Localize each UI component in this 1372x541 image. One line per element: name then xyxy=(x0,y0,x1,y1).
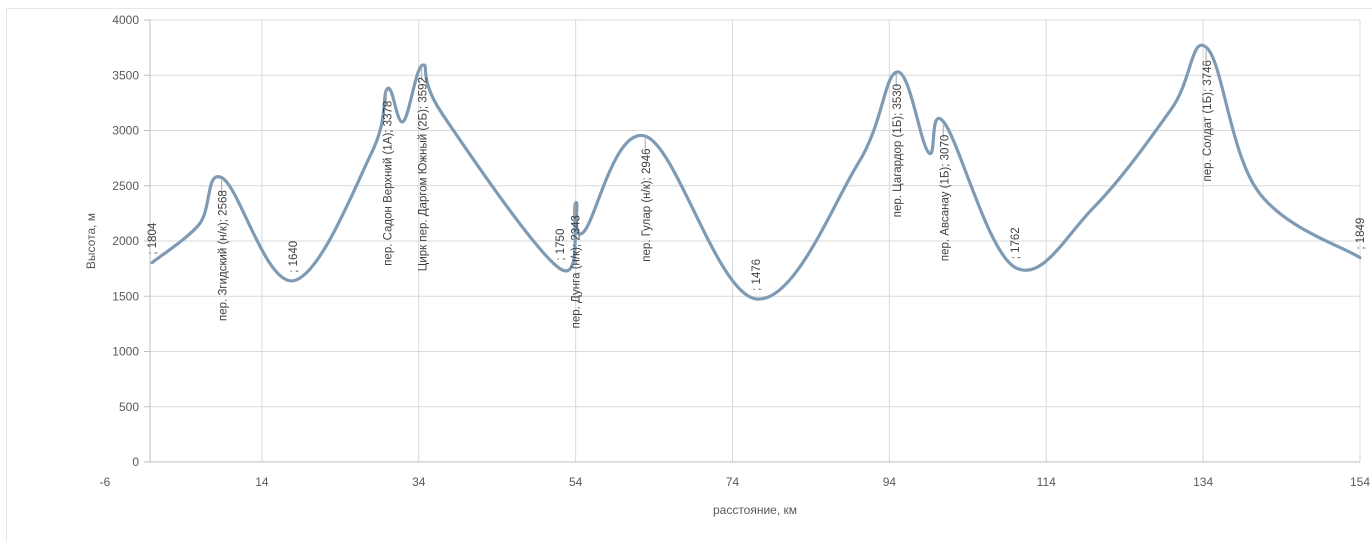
y-tick-label: 2500 xyxy=(112,179,139,193)
x-tick-label: 134 xyxy=(1193,475,1213,489)
x-tick-label: 94 xyxy=(883,475,897,489)
y-tick-label: 0 xyxy=(132,455,139,469)
data-label: пер. Цагардор (1Б); 3530 xyxy=(892,84,904,217)
data-label: ; 1804 xyxy=(147,222,159,255)
data-label: ; 1750 xyxy=(555,229,567,261)
y-tick-label: 3500 xyxy=(112,68,139,82)
data-label: пер. Солдат (1Б); 3746 xyxy=(1202,60,1214,181)
x-tick-label: 114 xyxy=(1037,475,1056,489)
data-label: пер. Авсанау (1Б); 3070 xyxy=(939,135,951,261)
elevation-line xyxy=(150,43,1362,301)
axes: 0 500 1000 1500 2000 2500 3000 3500 4000 -6 14 34 54… xyxy=(100,13,1371,489)
data-label: ; 1640 xyxy=(288,241,300,273)
data-label: ; 1849 xyxy=(1355,218,1367,250)
x-axis-title: расстояние, км xyxy=(713,503,797,517)
x-tick-label: 74 xyxy=(726,475,740,489)
y-tick-label: 4000 xyxy=(112,13,139,27)
y-tick-label: 3000 xyxy=(112,124,139,138)
data-label: пер. Згидский (н/к); 2568 xyxy=(218,190,230,321)
y-tick-label: 1500 xyxy=(112,289,139,303)
y-tick-label: 500 xyxy=(119,400,139,414)
y-axis-title: Высота, м xyxy=(84,213,98,269)
grid xyxy=(150,19,1361,463)
x-tick-label: -6 xyxy=(100,475,111,489)
y-tick-label: 2000 xyxy=(112,234,139,248)
data-label: ; 1762 xyxy=(1010,227,1022,259)
x-tick-label: 154 xyxy=(1350,475,1370,489)
series xyxy=(150,43,1362,301)
chart-frame xyxy=(6,8,1372,541)
data-label: пер. Садон Верхний (1А); 3378 xyxy=(382,101,394,266)
data-label: пер. Дунга (н/к); 2343 xyxy=(571,215,583,328)
x-tick-label: 54 xyxy=(569,475,583,489)
data-label: Цирк пер. Даргом Южный (2Б); 3592 xyxy=(418,77,430,271)
x-tick-label: 34 xyxy=(412,475,426,489)
data-label: пер. Гулар (н/к); 2946 xyxy=(641,148,653,261)
y-tick-label: 1000 xyxy=(112,345,139,359)
data-labels: ; 1804 пер. Згидский (н/к); 2568 ; 1640 пер… xyxy=(147,50,1367,328)
x-tick-label: 14 xyxy=(255,475,269,489)
data-label: ; 1476 xyxy=(751,259,763,291)
